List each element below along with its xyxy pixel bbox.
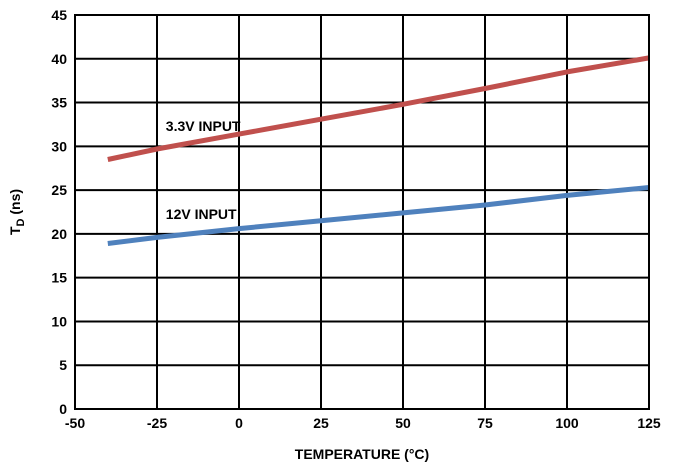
x-axis-title: TEMPERATURE (°C) [295, 446, 429, 462]
y-axis-title: TD (ns) [7, 189, 27, 235]
x-tick-label: 0 [235, 415, 243, 431]
y-tick-labels: 0 5 10 15 20 25 30 35 40 45 [51, 7, 67, 417]
y-tick-label: 40 [51, 51, 67, 67]
x-tick-label: 125 [637, 415, 661, 431]
y-axis-title-subscript: D [15, 218, 27, 226]
x-tick-label: 50 [395, 415, 411, 431]
series-line [107, 185, 650, 246]
y-tick-label: 35 [51, 95, 67, 111]
x-tick-label: 25 [313, 415, 329, 431]
series-line [107, 55, 650, 162]
x-tick-labels: -50 -25 0 25 50 75 100 125 [65, 415, 661, 431]
y-tick-label: 0 [59, 401, 67, 417]
plot-frame [74, 14, 650, 410]
y-axis-title-unit: (ns) [7, 189, 23, 219]
series-lines [107, 55, 650, 246]
y-tick-label: 45 [51, 7, 67, 23]
y-tick-label: 10 [51, 313, 67, 329]
y-tick-label: 15 [51, 270, 67, 286]
x-tick-label: -25 [147, 415, 167, 431]
y-tick-label: 5 [59, 357, 67, 373]
series-annotation-label: 12V INPUT [166, 206, 237, 222]
x-tick-label: 100 [555, 415, 579, 431]
series-annotation-label: 3.3V INPUT [166, 118, 241, 134]
series-annotations: 3.3V INPUT 12V INPUT [166, 118, 241, 222]
y-tick-label: 25 [51, 182, 67, 198]
y-tick-label: 20 [51, 226, 67, 242]
x-tick-label: -50 [65, 415, 85, 431]
x-tick-label: 75 [477, 415, 493, 431]
y-tick-label: 30 [51, 138, 67, 154]
y-axis-title-main: T [7, 226, 23, 235]
